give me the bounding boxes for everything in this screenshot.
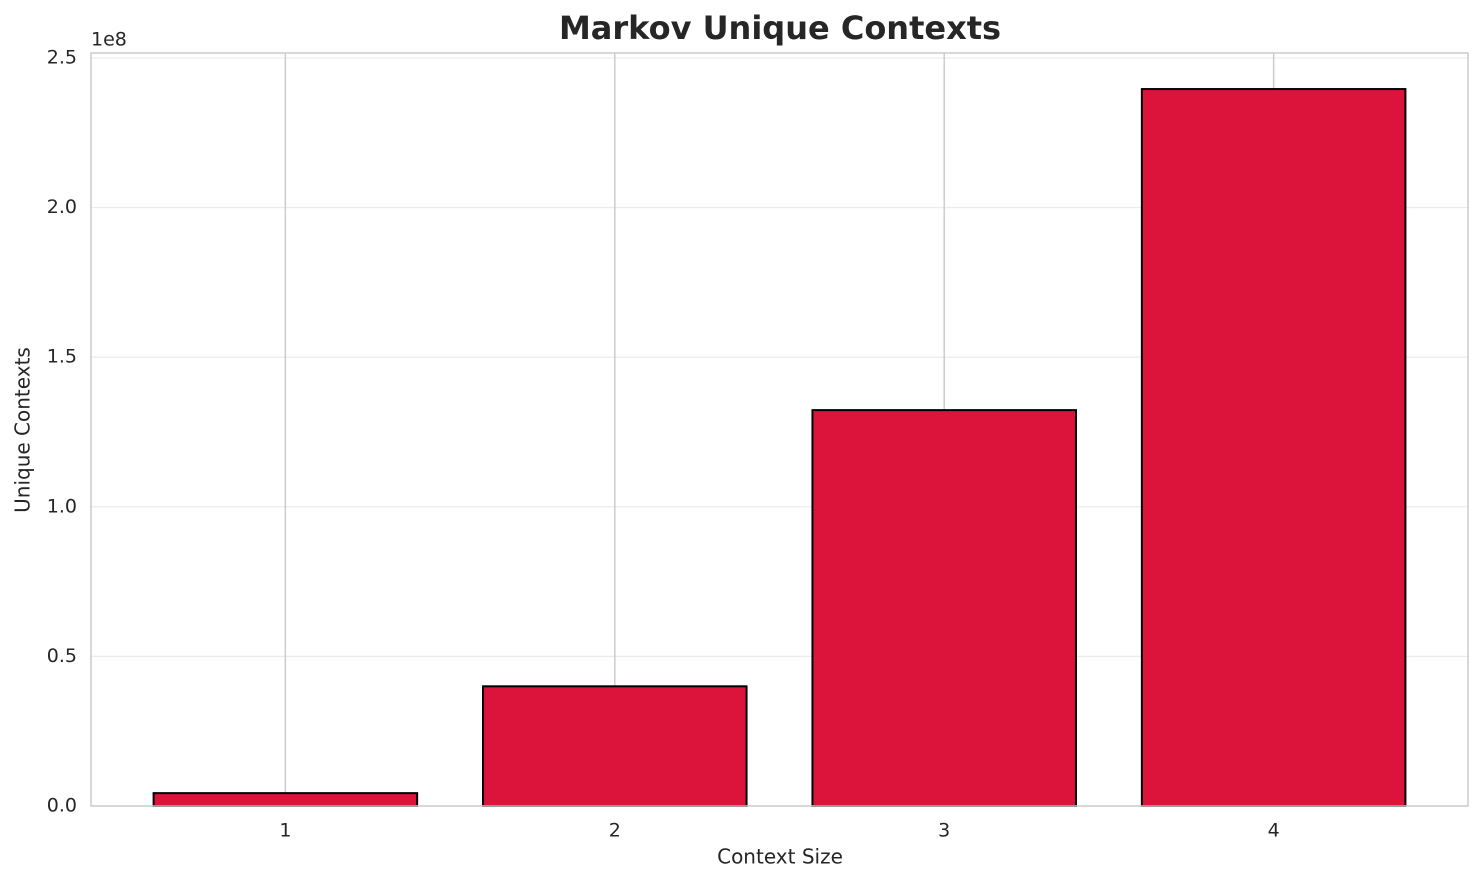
y-tick-label: 1.0	[47, 495, 77, 517]
y-axis-label: Unique Contexts	[11, 347, 35, 513]
y-tick-label: 2.0	[47, 196, 77, 218]
y-offset-label: 1e8	[91, 29, 127, 51]
x-tick-label: 4	[1268, 820, 1280, 842]
bar	[152, 792, 419, 807]
bar	[482, 685, 748, 807]
y-tick-label: 2.5	[47, 46, 77, 68]
chart-title: Markov Unique Contexts	[559, 9, 1001, 47]
x-axis-label: Context Size	[717, 845, 843, 869]
x-tick-label: 3	[938, 820, 950, 842]
y-tick-label: 0.0	[47, 795, 77, 817]
y-tick-label: 1.5	[47, 346, 77, 368]
x-tick-label: 2	[609, 820, 621, 842]
bar	[1140, 88, 1407, 807]
y-tick-label: 0.5	[47, 645, 77, 667]
bar	[811, 409, 1077, 807]
plot-frame	[90, 52, 1469, 807]
x-tick-label: 1	[279, 820, 291, 842]
